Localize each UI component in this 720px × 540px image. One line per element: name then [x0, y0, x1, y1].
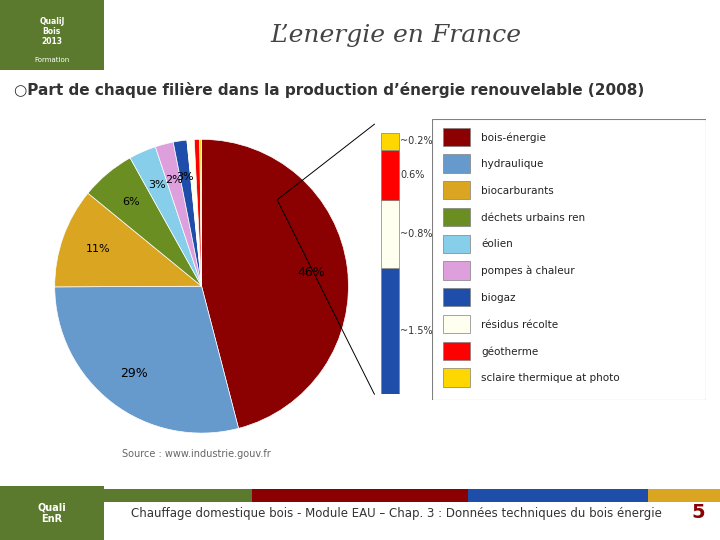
Wedge shape [174, 140, 202, 286]
Bar [443, 261, 470, 280]
Text: éolien: éolien [481, 240, 513, 249]
Bar [0, 0, 104, 70]
Text: 2%: 2% [165, 174, 182, 185]
Text: ○Part de chaque filière dans la production d’énergie renouvelable (2008): ○Part de chaque filière dans la producti… [14, 82, 644, 98]
Wedge shape [130, 147, 202, 286]
Text: Quali
EnR: Quali EnR [37, 502, 66, 524]
Wedge shape [55, 286, 238, 433]
Wedge shape [156, 142, 202, 286]
Bar [443, 235, 470, 253]
Bar [0, 486, 104, 540]
Text: biogaz: biogaz [481, 293, 516, 303]
Wedge shape [88, 158, 202, 286]
Bar [381, 268, 399, 394]
Text: pompes à chaleur: pompes à chaleur [481, 266, 575, 276]
Bar [443, 181, 470, 199]
Text: 3%: 3% [148, 180, 166, 191]
Text: Source : www.industrie.gouv.fr: Source : www.industrie.gouv.fr [122, 449, 271, 459]
Text: hydraulique: hydraulique [481, 159, 544, 169]
Wedge shape [187, 139, 202, 286]
Bar [648, 489, 720, 502]
Text: déchets urbains ren: déchets urbains ren [481, 213, 585, 222]
Bar [468, 489, 648, 502]
Text: résidus récolte: résidus récolte [481, 320, 559, 330]
Bar [381, 200, 399, 268]
Text: 6%: 6% [122, 197, 140, 207]
Wedge shape [55, 193, 202, 287]
Bar [443, 288, 470, 306]
Bar [443, 368, 470, 387]
Text: Formation: Formation [35, 57, 69, 63]
Bar [443, 154, 470, 173]
Text: 3%: 3% [176, 172, 194, 182]
Text: 11%: 11% [86, 245, 110, 254]
Bar [252, 489, 468, 502]
Bar [443, 315, 470, 333]
Text: bois-énergie: bois-énergie [481, 132, 546, 143]
Text: Chauffage domestique bois - Module EAU – Chap. 3 : Données techniques du bois én: Chauffage domestique bois - Module EAU –… [130, 507, 662, 519]
Bar [443, 342, 470, 360]
Text: 0.6%: 0.6% [400, 170, 425, 180]
Wedge shape [194, 139, 202, 286]
Text: L’energie en France: L’energie en France [271, 24, 521, 46]
Text: sclaire thermique at photo: sclaire thermique at photo [481, 373, 620, 383]
Text: ~0.2%: ~0.2% [400, 136, 433, 146]
Bar [443, 208, 470, 226]
Bar [443, 127, 470, 146]
Text: biocarburants: biocarburants [481, 186, 554, 196]
Text: 29%: 29% [120, 367, 148, 380]
Wedge shape [199, 139, 202, 286]
Text: QualiJ
Bois
2013: QualiJ Bois 2013 [39, 17, 65, 46]
Text: 5: 5 [692, 503, 705, 523]
Text: ~0.8%: ~0.8% [400, 229, 433, 239]
Bar [381, 133, 399, 150]
Wedge shape [202, 139, 348, 428]
Text: ~1.5%: ~1.5% [400, 326, 433, 336]
Bar [0, 489, 252, 502]
Bar [381, 150, 399, 200]
Text: géotherme: géotherme [481, 346, 539, 357]
Text: 46%: 46% [297, 266, 325, 279]
